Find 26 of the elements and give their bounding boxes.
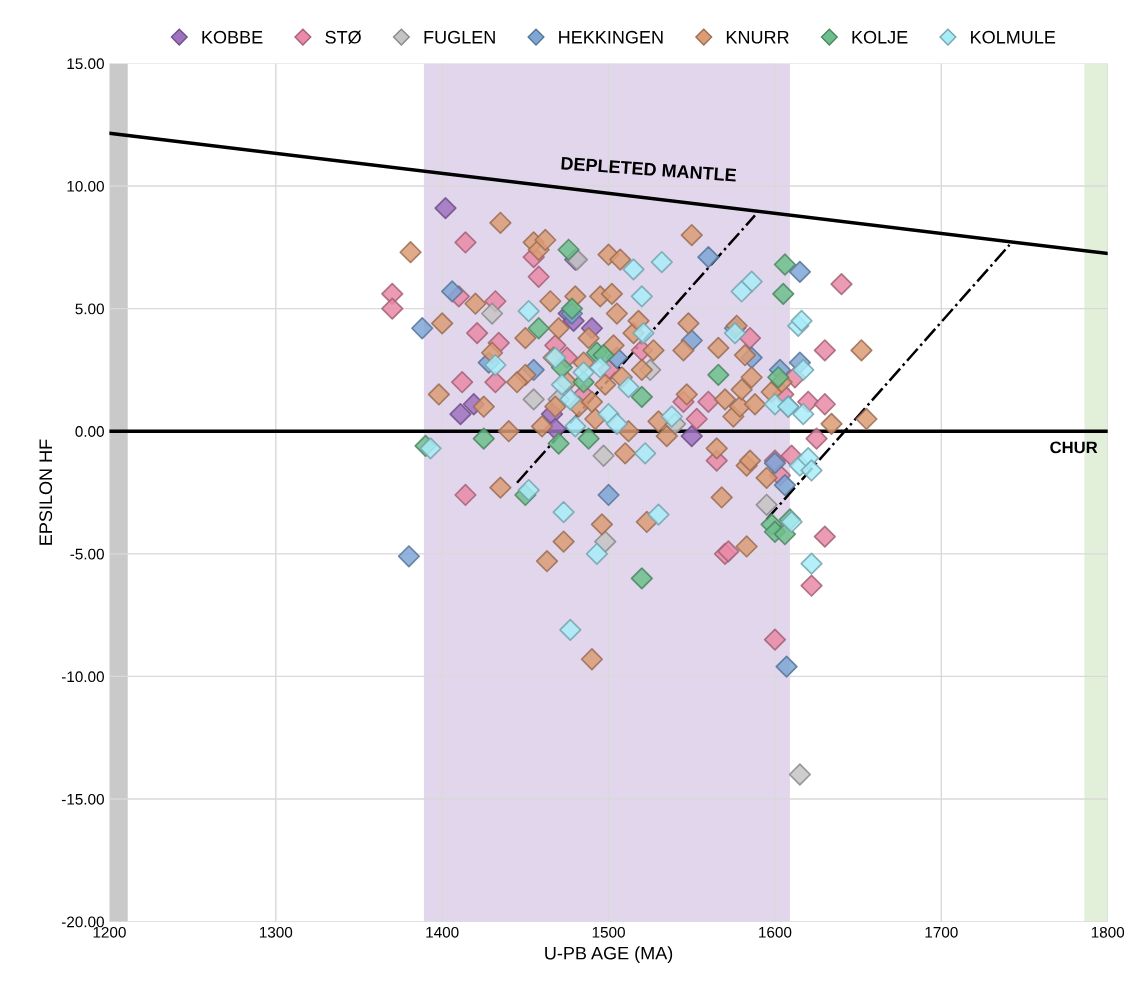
y-tick-label: -20.00 — [61, 916, 104, 928]
legend-label: FUGLEN — [424, 30, 495, 44]
x-tick-label: 1400 — [426, 926, 459, 938]
legend-label: KOBBE — [202, 30, 263, 44]
x-axis-title: U-PB AGE (MA) — [545, 946, 673, 964]
y-tick-label: -5.00 — [70, 548, 104, 560]
y-tick-label: 15.00 — [67, 58, 104, 70]
x-tick-label: 1800 — [1091, 926, 1125, 938]
legend-label: STØ — [325, 30, 362, 44]
y-tick-label: 0.00 — [75, 426, 104, 437]
legend-label: HEKKINGEN — [559, 30, 663, 44]
annotation: DEPLETED MANTLE — [561, 156, 737, 182]
x-tick-label: 1600 — [759, 926, 792, 938]
legend-label: KNURR — [726, 31, 789, 44]
x-tick-label: 1200 — [93, 926, 126, 938]
y-tick-label: 5.00 — [75, 303, 104, 315]
legend-label: KOLMULE — [971, 30, 1056, 44]
ref-line-label: CHUR — [1050, 441, 1098, 454]
x-tick-label: 1700 — [925, 926, 958, 938]
x-tick-label: 1500 — [592, 926, 625, 938]
legend-label: KOLJE — [852, 30, 908, 44]
y-tick-label: 10.00 — [67, 180, 104, 192]
y-tick-label: -15.00 — [61, 793, 104, 805]
x-tick-label: 1300 — [259, 926, 293, 938]
y-tick-label: -10.00 — [61, 671, 104, 683]
y-axis-title: EPSILON HF — [39, 439, 53, 545]
